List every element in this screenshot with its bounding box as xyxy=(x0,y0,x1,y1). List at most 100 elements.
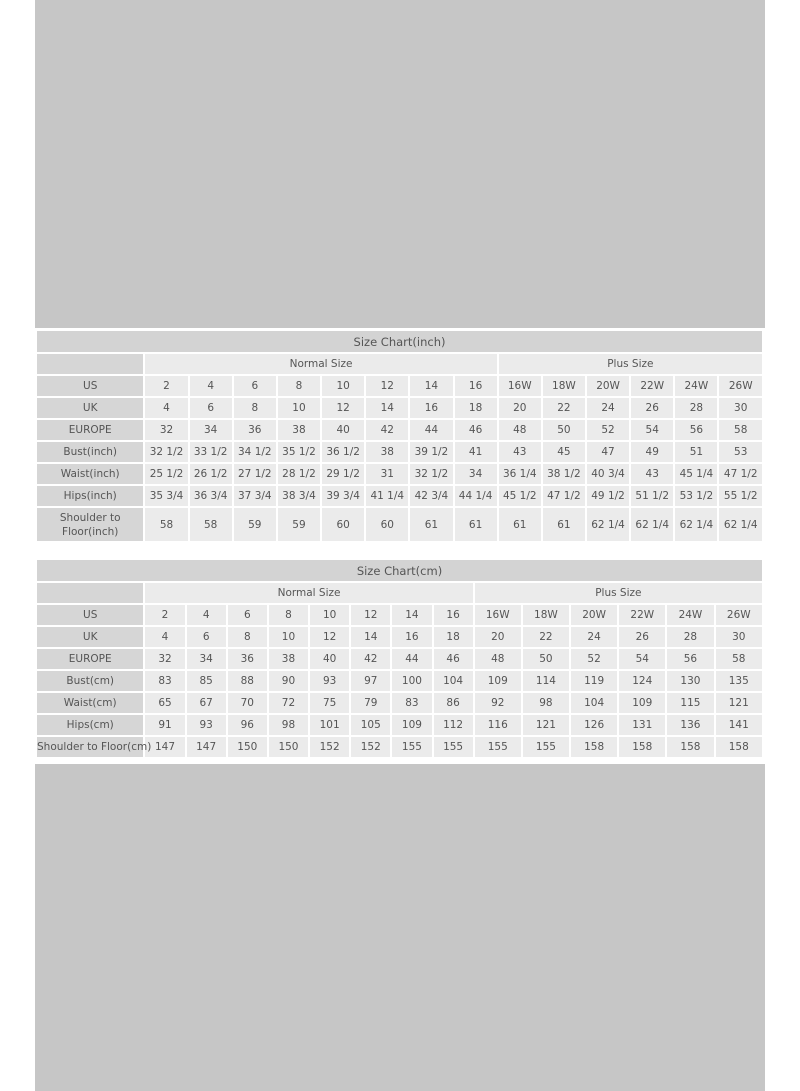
table-cell: 34 xyxy=(186,649,226,669)
table-cell: 150 xyxy=(227,737,267,757)
table-cell: 44 xyxy=(392,649,432,669)
table-cell: 46 xyxy=(433,649,473,669)
table-cell: 45 xyxy=(542,442,585,462)
table-cell: 45 1/2 xyxy=(498,486,541,506)
table-row: Hips(inch) 35 3/4 36 3/4 37 3/4 38 3/4 39 3/4… xyxy=(37,486,762,506)
normal-size-header: Normal Size xyxy=(145,583,473,603)
table-cell: 67 xyxy=(186,693,226,713)
table-cell: 152 xyxy=(310,737,350,757)
table-cell: 105 xyxy=(351,715,391,735)
table-cell: 58 xyxy=(715,649,762,669)
table-cell: 26W xyxy=(715,605,762,625)
table-cell: 60 xyxy=(322,508,365,541)
table-cell: 49 xyxy=(631,442,674,462)
table-row: UK 4 6 8 10 12 14 16 18 20 22 24 26 28 30 xyxy=(37,398,762,418)
table-row: Waist(inch) 25 1/2 26 1/2 27 1/2 28 1/2 29 1/… xyxy=(37,464,762,484)
table-cell: 40 xyxy=(310,649,350,669)
corner-cell xyxy=(37,354,144,374)
table-cell: 62 1/4 xyxy=(719,508,762,541)
table-cell: 30 xyxy=(719,398,762,418)
table-cell: 41 xyxy=(454,442,497,462)
row-label: Bust(inch) xyxy=(37,442,144,462)
table-cell: 22 xyxy=(542,398,585,418)
table-cell: 12 xyxy=(366,376,409,396)
table-cell: 61 xyxy=(454,508,497,541)
group-row: Normal Size Plus Size xyxy=(37,354,762,374)
table-cell: 52 xyxy=(571,649,618,669)
table-cell: 18 xyxy=(454,398,497,418)
table-cell: 18 xyxy=(433,627,473,647)
table-cell: 93 xyxy=(310,671,350,691)
table-cell: 38 xyxy=(277,420,321,440)
row-label: Shoulder to Floor(cm) xyxy=(37,737,151,757)
row-label: EUROPE xyxy=(37,420,144,440)
table-row: EUROPE 32 34 36 38 40 42 44 46 48 50 52 54 56 58 xyxy=(37,649,762,669)
plus-size-header: Plus Size xyxy=(474,583,762,603)
table-cell: 112 xyxy=(433,715,473,735)
table-row: Shoulder to Floor(inch) 58 58 59 59 60 60 61 61 6… xyxy=(37,508,762,541)
table-cell: 152 xyxy=(351,737,391,757)
table-cell: 155 xyxy=(522,737,570,757)
row-label: Shoulder to Floor(inch) xyxy=(37,508,144,541)
table-cell: 56 xyxy=(675,420,718,440)
table-cell: 46 xyxy=(454,420,497,440)
table-cell: 124 xyxy=(619,671,666,691)
row-label: UK xyxy=(37,398,144,418)
size-chart-cm-table: Size Chart(cm) Normal Size Plus Size US 2 4 6 8… xyxy=(35,558,764,759)
table-cell: 24 xyxy=(571,627,618,647)
table-cell: 44 1/4 xyxy=(454,486,497,506)
table-cell: 141 xyxy=(715,715,762,735)
table-cell: 32 xyxy=(145,420,188,440)
table-cell: 10 xyxy=(310,605,350,625)
plus-size-header: Plus Size xyxy=(498,354,762,374)
table-cell: 20W xyxy=(571,605,618,625)
table-cell: 92 xyxy=(474,693,521,713)
table-cell: 10 xyxy=(268,627,309,647)
table-cell: 62 1/4 xyxy=(631,508,674,541)
table-cell: 158 xyxy=(619,737,666,757)
table-cell: 79 xyxy=(351,693,391,713)
table-cell: 12 xyxy=(310,627,350,647)
table-row: Shoulder to Floor(cm) 147 147 150 150 152 152 1… xyxy=(37,737,762,757)
size-chart-inch-table: Size Chart(inch) Normal Size Plus Size US 2 4… xyxy=(35,329,764,543)
table-cell: 4 xyxy=(145,627,185,647)
table-cell: 6 xyxy=(227,605,267,625)
table-cell: 47 xyxy=(586,442,630,462)
table-cell: 155 xyxy=(392,737,432,757)
table-cell: 6 xyxy=(186,627,226,647)
chart-title: Size Chart(cm) xyxy=(37,560,762,581)
table-cell: 47 1/2 xyxy=(719,464,762,484)
table-cell: 4 xyxy=(189,376,232,396)
table-cell: 88 xyxy=(227,671,267,691)
table-cell: 109 xyxy=(474,671,521,691)
table-cell: 40 xyxy=(322,420,365,440)
table-cell: 42 xyxy=(366,420,409,440)
table-cell: 10 xyxy=(277,398,321,418)
table-cell: 155 xyxy=(474,737,521,757)
table-cell: 54 xyxy=(619,649,666,669)
table-cell: 96 xyxy=(227,715,267,735)
table-cell: 32 xyxy=(145,649,185,669)
row-label: UK xyxy=(37,627,144,647)
table-cell: 43 xyxy=(498,442,541,462)
table-row: Bust(inch) 32 1/2 33 1/2 34 1/2 35 1/2 36 1/2… xyxy=(37,442,762,462)
table-cell: 59 xyxy=(233,508,276,541)
table-cell: 38 xyxy=(268,649,309,669)
table-cell: 35 3/4 xyxy=(145,486,188,506)
table-cell: 147 xyxy=(186,737,226,757)
table-cell: 97 xyxy=(351,671,391,691)
table-cell: 26W xyxy=(719,376,762,396)
row-label: Waist(inch) xyxy=(37,464,144,484)
table-cell: 101 xyxy=(310,715,350,735)
table-cell: 90 xyxy=(268,671,309,691)
table-cell: 150 xyxy=(268,737,309,757)
table-cell: 35 1/2 xyxy=(277,442,321,462)
table-cell: 28 xyxy=(667,627,714,647)
table-cell: 30 xyxy=(715,627,762,647)
table-cell: 61 xyxy=(542,508,585,541)
table-cell: 155 xyxy=(433,737,473,757)
table-cell: 51 1/2 xyxy=(631,486,674,506)
table-cell: 53 xyxy=(719,442,762,462)
table-cell: 131 xyxy=(619,715,666,735)
table-cell: 48 xyxy=(474,649,521,669)
